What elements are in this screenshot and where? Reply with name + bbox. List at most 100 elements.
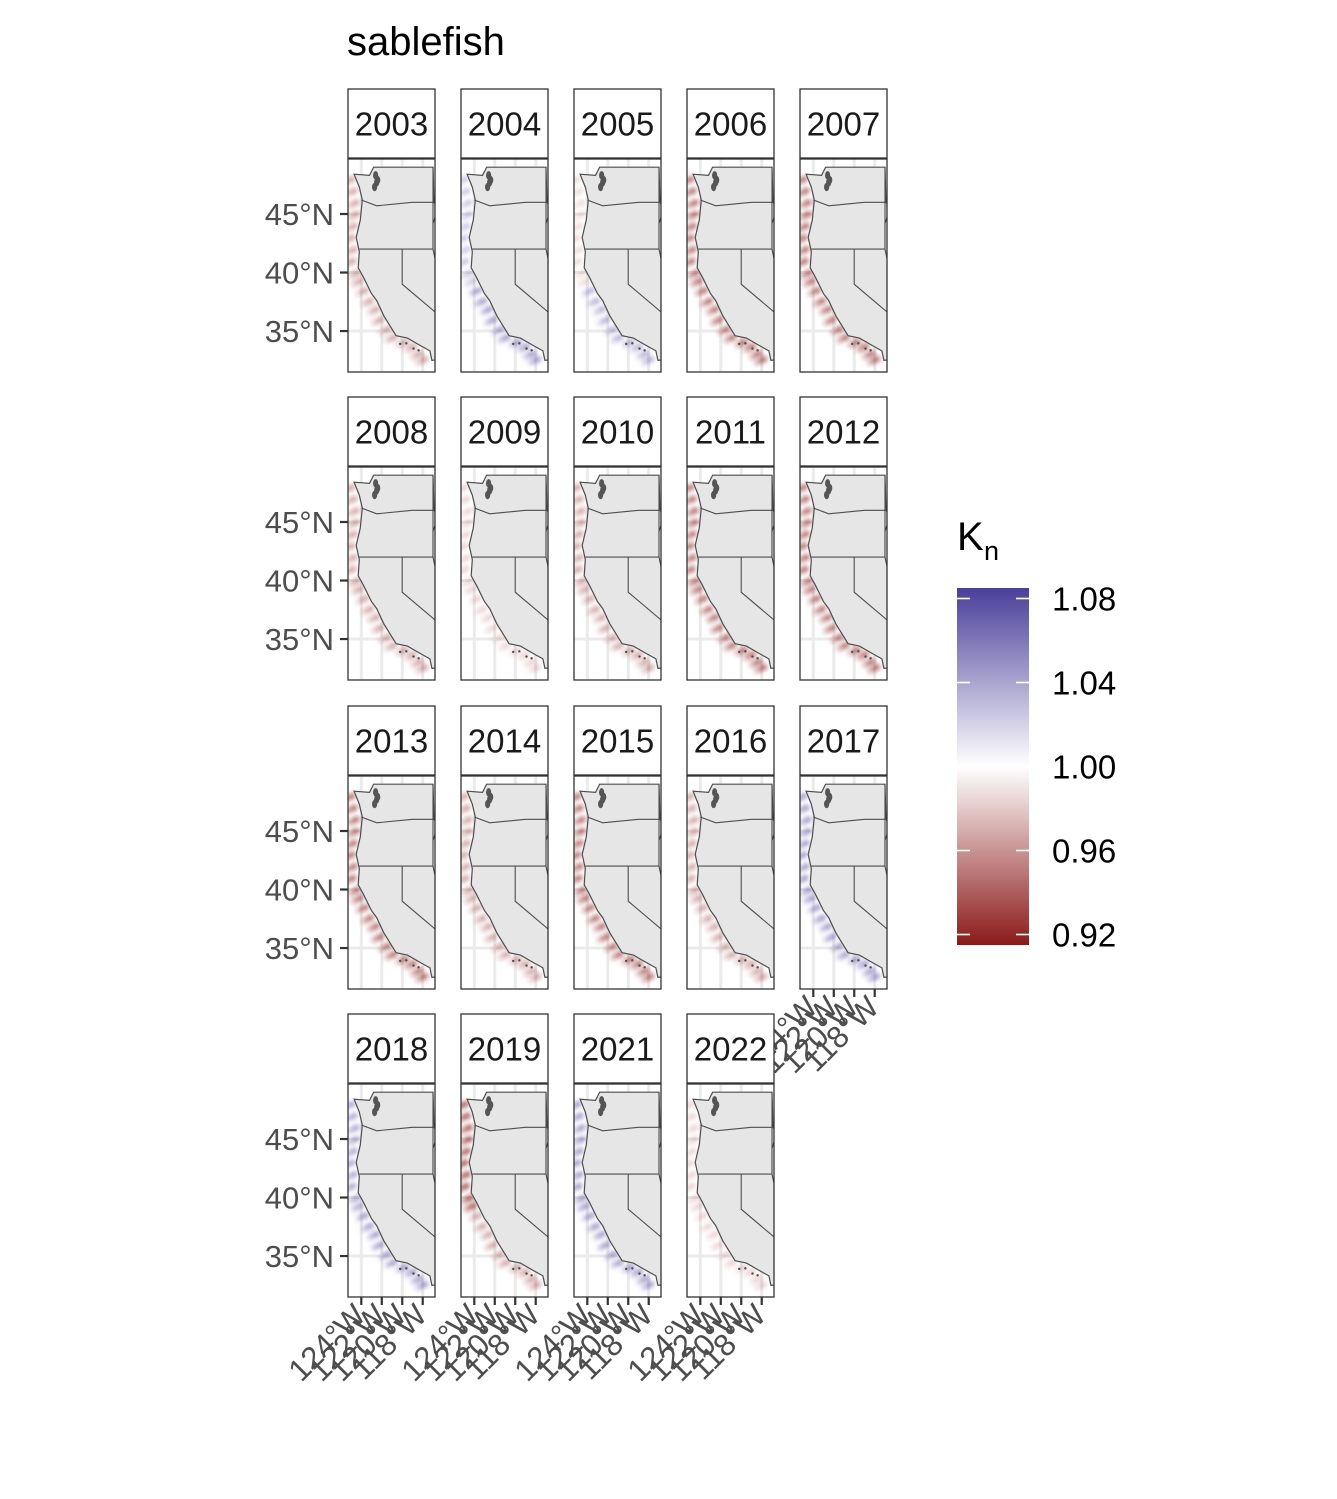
facet-panel-2014: 2014 [460,705,549,990]
kn-cell [596,627,604,635]
kn-cell [687,807,690,815]
facet-strip-label: 2012 [807,414,880,451]
kn-cell [483,936,491,944]
kn-cell [800,190,803,198]
kn-cell [800,249,803,256]
kn-surface [574,483,655,674]
island [512,1267,515,1271]
kn-cell [753,1284,761,1291]
state-border [627,557,661,621]
y-tick-label: 40°N [265,1181,334,1216]
kn-cell [491,1254,498,1261]
chart-title: sablefish [347,20,505,64]
puget-sound [827,175,833,185]
state-border [401,866,435,930]
kn-cell [516,346,524,353]
kn-cell [687,819,692,827]
kn-cell [604,946,611,953]
kn-cell [687,190,690,198]
kn-cell [468,1215,475,1222]
land-outline [466,1091,548,1286]
kn-cell [355,1215,362,1222]
kn-cell [348,1186,350,1193]
island [744,1267,747,1270]
kn-cell [366,1234,374,1241]
puget-sound [375,792,381,802]
kn-cell [461,889,467,897]
kn-cell [800,177,805,184]
kn-cell [629,963,637,970]
panel-frame [573,466,662,681]
kn-cell [866,667,874,674]
land-outline [466,166,548,361]
kn-cell [687,1127,692,1135]
kn-surface [800,792,881,983]
kn-cell [800,852,805,860]
facet-strip-label: 2009 [468,414,541,451]
kn-cell [709,319,717,327]
kn-cell [574,226,577,233]
state-border [740,557,774,621]
state-border [361,199,434,207]
kn-cell [574,1151,577,1158]
kn-cell [574,214,579,221]
map-panel [574,467,661,680]
island [643,657,646,660]
island [643,966,646,969]
kn-cell [409,970,417,977]
kn-cell [830,329,837,336]
puget-sound [598,182,604,192]
kn-cell [348,1160,353,1168]
puget-sound [488,1100,494,1110]
puget-sound [598,1107,604,1117]
kn-cell [348,190,351,198]
kn-cell [800,202,805,210]
panel-frame [686,466,775,681]
facet-strip [799,88,888,159]
kn-cell [687,794,692,801]
y-tick-label: 35°N [265,314,334,349]
kn-cell [687,569,689,576]
kn-cell [461,557,464,564]
kn-cell [527,667,535,674]
kn-cell [461,485,466,492]
kn-cell [348,543,353,551]
kn-cell [800,498,803,506]
facet-panel-2006: 2006 [686,88,775,373]
kn-cell [370,627,378,635]
facet-strip [799,705,888,776]
kn-cell [699,1225,707,1233]
kn-surface [348,792,429,983]
kn-cell [360,300,368,308]
kn-cell [348,177,353,184]
kn-cell [378,637,385,644]
kn-cell [687,557,690,564]
kn-cell [574,1160,579,1168]
state-border [700,199,773,207]
kn-cell [574,202,579,210]
legend-title-subscript: n [984,536,999,566]
kn-cell [687,214,692,221]
kn-cell [522,1278,530,1285]
kn-cell [640,359,648,366]
kn-cell [574,878,576,885]
state-border [740,866,774,930]
legend-tick-label: 0.92 [1052,917,1116,954]
kn-cell [463,589,470,596]
map-panel [687,776,774,989]
kn-surface [800,483,881,674]
state-border [853,557,887,621]
island [518,959,521,962]
island [417,349,420,352]
island [631,959,634,962]
facet-panels: 2003 45°N 40°N 35°N 2004 2005 2006 2007 2008 45°N… [265,88,888,1388]
facet-strip-label: 2006 [694,106,767,143]
map-panel [574,159,661,372]
island [399,342,402,346]
island [399,959,402,963]
kn-cell [384,337,391,344]
kn-cell [694,1215,701,1222]
puget-sound [824,490,830,500]
